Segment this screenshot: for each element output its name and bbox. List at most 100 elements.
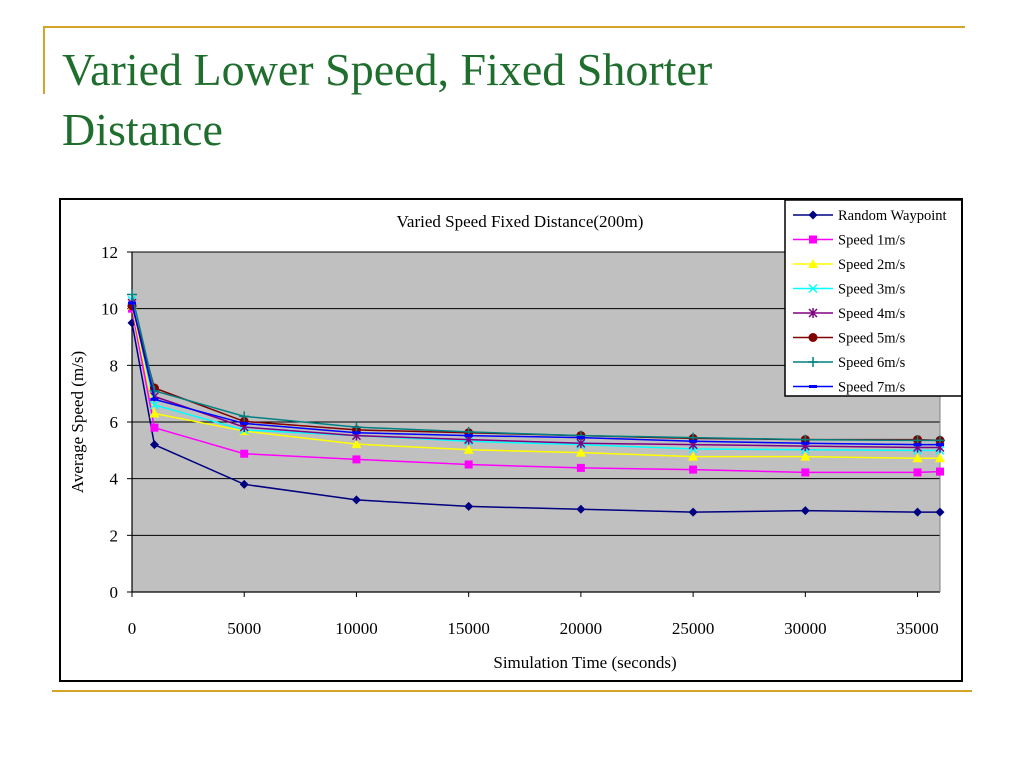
data-point bbox=[809, 235, 817, 244]
series-line bbox=[131, 294, 940, 442]
data-point bbox=[239, 411, 250, 422]
data-point bbox=[808, 259, 818, 268]
series-line bbox=[131, 300, 940, 452]
x-tick-label: 5000 bbox=[227, 619, 261, 638]
y-tick-label: 4 bbox=[110, 470, 119, 489]
data-point bbox=[351, 439, 362, 449]
chart-title: Varied Speed Fixed Distance(200m) bbox=[397, 212, 644, 231]
data-point bbox=[127, 289, 137, 300]
legend-item: Speed 4m/s bbox=[793, 306, 906, 322]
legend-label: Random Waypoint bbox=[838, 208, 947, 224]
x-tick-label: 30000 bbox=[784, 619, 827, 638]
data-point bbox=[913, 507, 923, 517]
data-point bbox=[913, 468, 922, 477]
data-point bbox=[801, 441, 810, 445]
x-tick-label: 35000 bbox=[896, 619, 939, 638]
data-point bbox=[808, 333, 818, 342]
x-tick-label: 20000 bbox=[560, 619, 603, 638]
y-tick-label: 12 bbox=[101, 243, 118, 262]
y-tick-label: 6 bbox=[110, 413, 119, 432]
title-accent-bar bbox=[43, 26, 45, 94]
legend-item: Speed 5m/s bbox=[793, 331, 906, 347]
legend-label: Speed 1m/s bbox=[838, 233, 906, 249]
data-point bbox=[808, 357, 818, 367]
slide-title: Varied Lower Speed, Fixed Shorter Distan… bbox=[62, 44, 713, 155]
x-tick-labels: 0 5000 10000 15000 20000 25000 30000 35000 bbox=[128, 619, 939, 638]
data-point bbox=[351, 495, 361, 505]
data-point bbox=[689, 439, 698, 443]
data-point bbox=[464, 460, 473, 469]
chart-frame: 0 2 4 6 8 10 12 0 5000 10000 15000 20000 25000 30000… bbox=[59, 198, 965, 682]
y-tick-label: 10 bbox=[101, 300, 118, 319]
x-tick-label: 10000 bbox=[335, 619, 378, 638]
title-accent-line bbox=[43, 26, 965, 28]
data-point bbox=[576, 463, 585, 472]
data-point bbox=[149, 400, 159, 410]
legend-item: Speed 6m/s bbox=[793, 355, 906, 371]
legend-label: Speed 6m/s bbox=[838, 355, 906, 371]
series-line bbox=[131, 305, 940, 460]
line-chart: 0 2 4 6 8 10 12 0 5000 10000 15000 20000 25000 30000… bbox=[68, 199, 965, 672]
series-line bbox=[131, 322, 940, 513]
legend-item: Speed 2m/s bbox=[793, 257, 906, 273]
data-point bbox=[240, 449, 249, 458]
legend: Random Waypoint Speed 1m/s Speed 2m/s Speed… bbox=[784, 199, 965, 397]
data-point bbox=[128, 301, 136, 305]
legend-item: Speed 7m/s bbox=[793, 380, 906, 396]
data-point bbox=[935, 507, 945, 517]
x-tick-label: 25000 bbox=[672, 619, 715, 638]
data-point bbox=[936, 467, 944, 476]
data-point bbox=[575, 447, 586, 457]
data-point bbox=[150, 423, 159, 432]
data-point bbox=[576, 504, 586, 514]
x-axis-label: Simulation Time (seconds) bbox=[493, 653, 676, 672]
series-line bbox=[131, 308, 941, 474]
legend-item: Speed 1m/s bbox=[793, 233, 906, 249]
data-point bbox=[240, 421, 249, 425]
data-point bbox=[808, 283, 818, 294]
y-tick-labels: 0 2 4 6 8 10 12 bbox=[101, 243, 119, 602]
data-point bbox=[936, 443, 944, 447]
data-point bbox=[149, 408, 160, 418]
y-tick-label: 0 bbox=[110, 583, 119, 602]
data-point bbox=[149, 440, 159, 450]
data-point bbox=[809, 385, 817, 388]
bottom-accent-line bbox=[52, 690, 972, 692]
data-point bbox=[800, 506, 810, 516]
x-tick-label: 15000 bbox=[447, 619, 490, 638]
data-point bbox=[464, 434, 473, 438]
data-point bbox=[800, 451, 811, 461]
data-point bbox=[801, 468, 810, 477]
legend-label: Speed 4m/s bbox=[838, 306, 906, 322]
data-point bbox=[150, 397, 159, 401]
data-point bbox=[689, 465, 698, 474]
data-point bbox=[352, 431, 361, 435]
x-tick-label: 0 bbox=[128, 619, 137, 638]
data-point bbox=[913, 443, 922, 447]
legend-label: Speed 2m/s bbox=[838, 257, 906, 273]
legend-item: Random Waypoint bbox=[793, 208, 947, 224]
data-point bbox=[808, 210, 818, 220]
data-point bbox=[239, 479, 249, 489]
data-point bbox=[352, 455, 361, 464]
series-speed-1m-s bbox=[128, 304, 944, 477]
y-tick-label: 2 bbox=[110, 526, 119, 545]
data-point bbox=[351, 422, 362, 433]
legend-item: Speed 3m/s bbox=[793, 282, 906, 298]
data-point bbox=[464, 501, 474, 511]
series-lines bbox=[127, 289, 945, 517]
data-point bbox=[149, 385, 160, 396]
legend-label: Speed 7m/s bbox=[838, 380, 906, 396]
y-axis-label: Average Speed (m/s) bbox=[68, 351, 87, 493]
data-point bbox=[688, 451, 699, 461]
data-point bbox=[576, 436, 585, 440]
legend-box bbox=[784, 199, 965, 397]
series-line bbox=[131, 302, 940, 446]
data-point bbox=[935, 453, 945, 463]
y-tick-label: 8 bbox=[110, 356, 119, 375]
legend-label: Speed 5m/s bbox=[838, 331, 906, 347]
series-speed-7m-s bbox=[128, 301, 944, 447]
legend-label: Speed 3m/s bbox=[838, 282, 906, 298]
data-point bbox=[463, 444, 474, 454]
data-point bbox=[912, 453, 923, 463]
